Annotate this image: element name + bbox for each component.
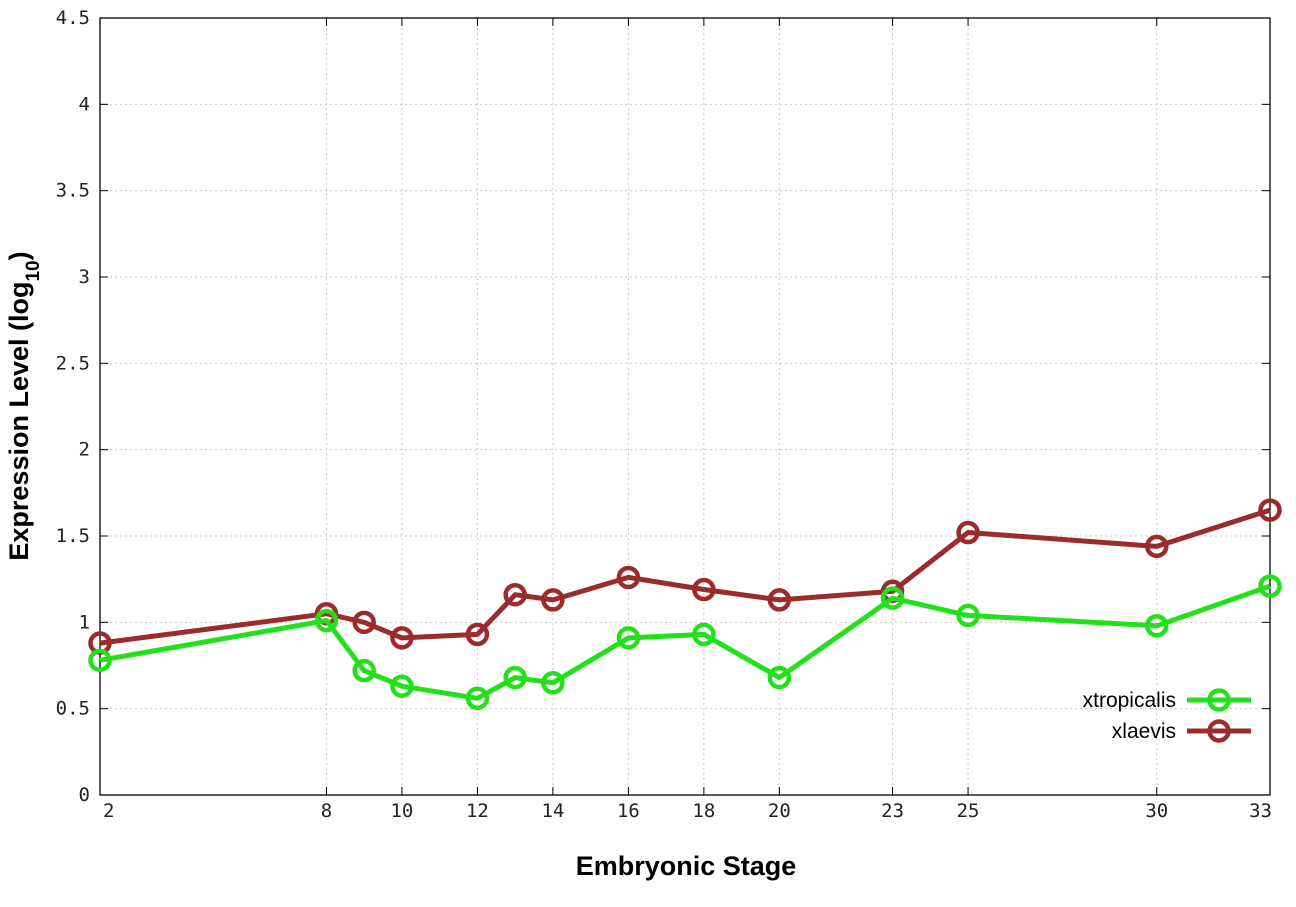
data-point-xtropicalis [880, 586, 905, 610]
x-tick-label: 8 [321, 800, 332, 822]
x-tick-label: 12 [466, 800, 489, 822]
data-point-xlaevis [767, 588, 792, 612]
series-layer [88, 498, 1282, 711]
legend-label: xtropicalis [1083, 689, 1176, 712]
legend-entry-xlaevis: xlaevis [1112, 719, 1251, 743]
x-tick-label: 16 [617, 800, 640, 822]
data-point-xtropicalis [767, 665, 792, 690]
y-tick-label: 3.5 [56, 180, 90, 202]
data-point-xlaevis [956, 520, 980, 545]
y-tick-label: 0 [79, 784, 90, 806]
legend-label: xlaevis [1112, 720, 1176, 743]
x-tick-label: 14 [541, 800, 564, 822]
y-axis-title-close: ) [4, 251, 34, 260]
x-tick-label: 18 [692, 800, 715, 822]
y-tick-label: 4 [79, 93, 90, 115]
plot-frame [99, 17, 1271, 796]
x-tick-label: 2 [103, 800, 114, 822]
data-point-xtropicalis [314, 608, 339, 633]
data-point-xtropicalis [352, 658, 376, 683]
data-point-xlaevis [352, 610, 376, 635]
grid [100, 18, 1270, 795]
data-point-xlaevis [1258, 498, 1282, 522]
y-tick-label: 4.5 [56, 7, 90, 29]
legend-swatch-marker [1207, 688, 1231, 712]
data-point-xlaevis [1145, 534, 1169, 559]
series-line-xtropicalis [99, 583, 1271, 701]
x-axis-title: Embryonic Stage [576, 851, 797, 881]
axis-ticks: 0 0.5 1 1.5 2 2.5 3 3.5 4 4.5 2 8 10 12 14 16 18 20 23 25 30… [56, 7, 1272, 822]
data-point-xtropicalis [956, 603, 980, 628]
data-point-xtropicalis [692, 622, 716, 647]
legend: xtropicalis xlaevis [1083, 688, 1251, 743]
data-point-xtropicalis [1258, 574, 1282, 598]
data-point-xlaevis [503, 582, 527, 607]
data-point-xlaevis [541, 588, 565, 612]
data-point-xlaevis [616, 565, 641, 590]
series-line-xlaevis [99, 507, 1271, 646]
data-point-xtropicalis [88, 648, 112, 673]
y-axis-title: Expression Level (log10) [4, 251, 44, 560]
x-tick-label: 30 [1145, 800, 1168, 822]
y-tick-label: 2.5 [56, 352, 90, 374]
data-point-xtropicalis [1145, 614, 1169, 638]
y-tick-label: 2 [79, 439, 90, 461]
data-point-xtropicalis [465, 686, 490, 711]
x-tick-label: 23 [881, 800, 904, 822]
y-tick-label: 3 [79, 266, 90, 288]
legend-entry-xtropicalis: xtropicalis [1083, 688, 1251, 712]
x-tick-label: 25 [957, 800, 980, 822]
data-point-xtropicalis [616, 626, 641, 650]
data-point-xtropicalis [541, 671, 565, 695]
y-axis-title-main: Expression Level (log [4, 282, 34, 561]
x-tick-label: 20 [768, 800, 791, 822]
y-tick-label: 1.5 [56, 525, 90, 547]
y-axis-title-subscript: 10 [23, 260, 44, 281]
x-tick-label: 33 [1249, 800, 1272, 822]
data-point-xlaevis [465, 622, 490, 647]
legend-swatch-marker [1207, 719, 1231, 743]
y-tick-label: 1 [79, 611, 90, 633]
data-point-xlaevis [390, 626, 414, 650]
y-tick-label: 0.5 [56, 698, 90, 720]
data-point-xtropicalis [390, 674, 414, 698]
x-tick-label: 10 [390, 800, 413, 822]
series-xtropicalis [88, 574, 1282, 711]
data-point-xlaevis [692, 577, 716, 602]
data-point-xtropicalis [503, 665, 527, 690]
